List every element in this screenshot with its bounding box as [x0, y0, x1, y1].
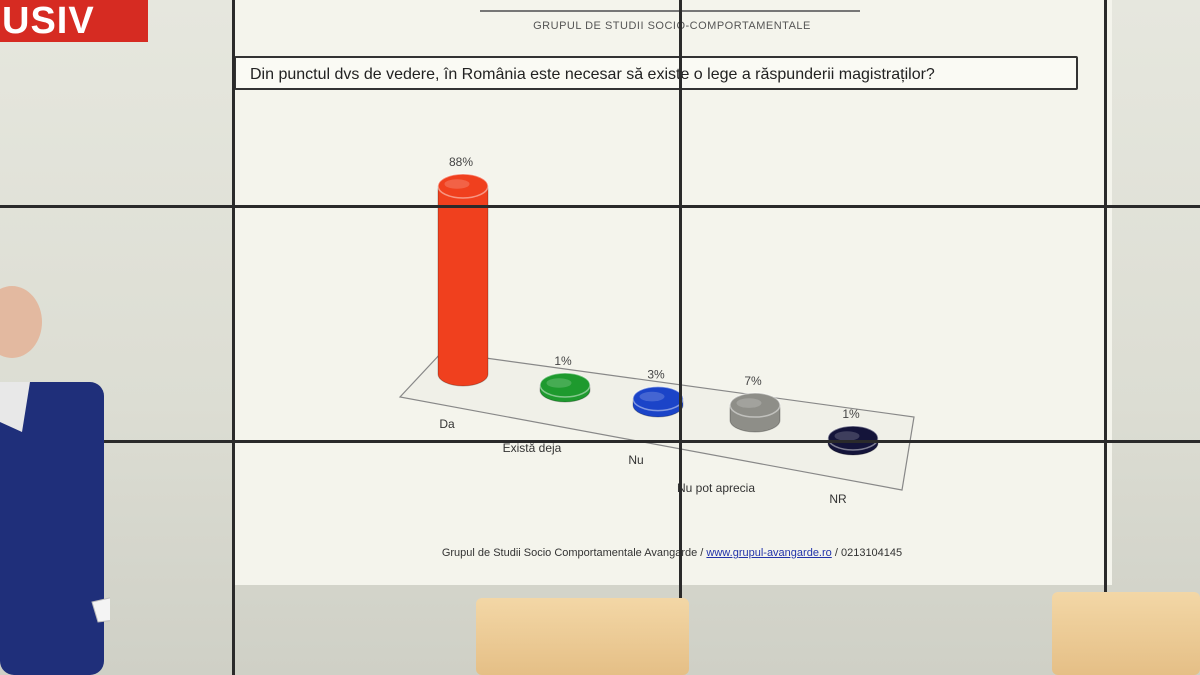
- organization-header: GRUPUL DE STUDII SOCIO-COMPORTAMENTALE: [533, 20, 811, 32]
- poll-question: Din punctul dvs de vedere, în România es…: [234, 56, 1078, 90]
- wall-seam: [0, 205, 1200, 208]
- footer-phone: 0213104145: [840, 547, 903, 559]
- studio-chair: [476, 598, 689, 675]
- bar-2: [539, 372, 591, 403]
- footer-source: Grupul de Studii Socio Comportamentale A…: [441, 547, 698, 559]
- bar-4: [729, 392, 781, 433]
- bar-3: [632, 385, 684, 418]
- bar-1: [437, 173, 489, 387]
- category-label-5: NR: [829, 492, 847, 506]
- category-label-4: Nu pot aprecia: [677, 481, 755, 495]
- value-label-3: 3%: [647, 368, 665, 382]
- wall-seam: [0, 440, 1200, 443]
- value-label-1: 88%: [449, 155, 473, 169]
- channel-logo: USIV: [0, 0, 148, 42]
- poll-slide: GRUPUL DE STUDII SOCIO-COMPORTAMENTALE D…: [232, 0, 1112, 585]
- wall-seam: [679, 0, 682, 600]
- category-label-2: Există deja: [503, 441, 562, 455]
- studio-chair: [1052, 592, 1200, 675]
- poll-chart: 88% 1% 3% 7% 1% Da Există deja Nu Nu pot apreci…: [398, 155, 915, 506]
- wall-seam: [1104, 0, 1107, 600]
- footer-link[interactable]: www.grupul-avangarde.ro: [706, 547, 832, 559]
- value-label-5: 1%: [842, 407, 860, 421]
- category-label-3: Nu: [628, 453, 643, 467]
- wall-seam: [232, 0, 235, 675]
- header-divider: [480, 10, 860, 12]
- presenter: [0, 286, 110, 675]
- value-label-2: 1%: [554, 354, 572, 368]
- value-label-4: 7%: [744, 374, 762, 388]
- chart-footer: Grupul de Studii Socio Comportamentale A…: [441, 547, 903, 559]
- category-label-1: Da: [439, 417, 455, 431]
